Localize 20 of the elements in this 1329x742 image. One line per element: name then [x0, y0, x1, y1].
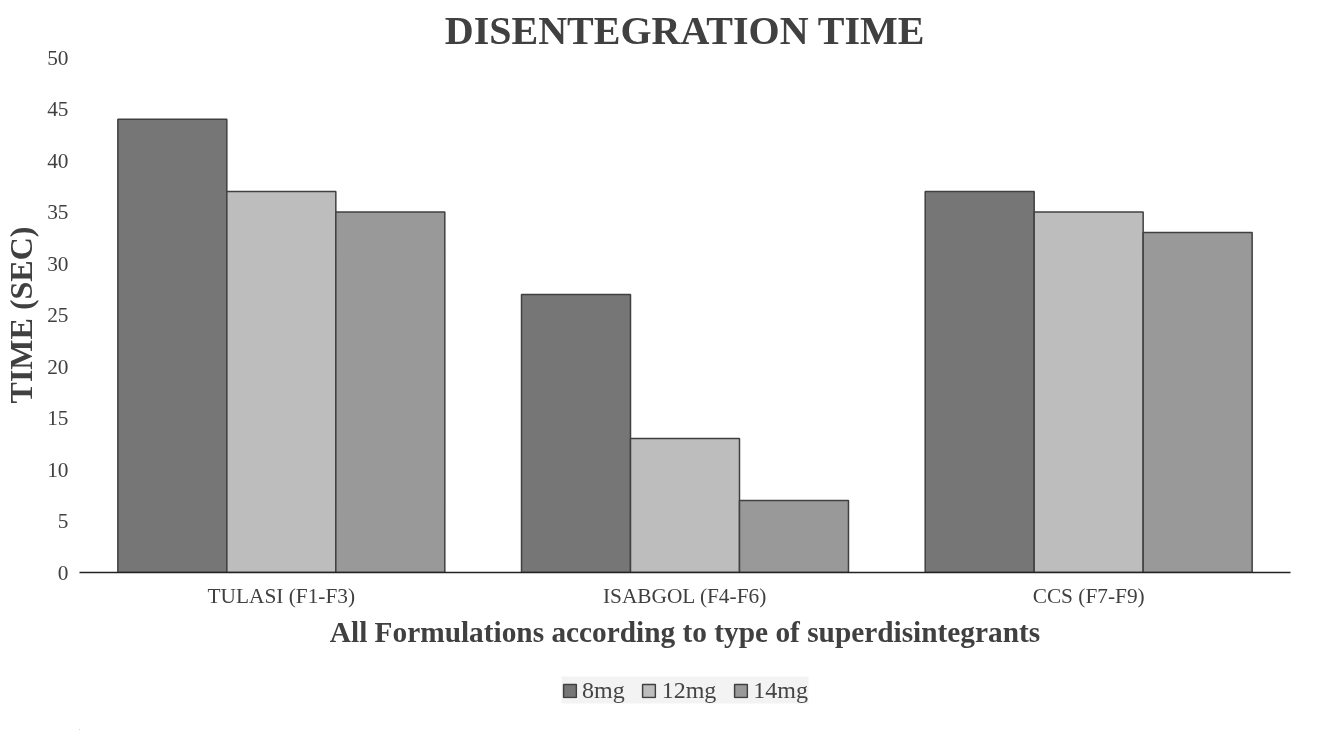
y-tick-label: 5: [57, 509, 69, 533]
y-tick-label: 25: [47, 303, 69, 327]
x-tick-label: TULASI (F1-F3): [207, 583, 356, 608]
y-tick-label: 50: [47, 45, 69, 70]
y-tick-label: 30: [47, 251, 69, 276]
legend-label: 12mg: [661, 676, 717, 704]
y-tick-label: 0: [57, 560, 69, 585]
legend-label: 14mg: [753, 676, 809, 704]
y-axis-title: TIME (SEC): [3, 226, 40, 404]
x-tick-label: ISABGOL (F4-F6): [602, 583, 767, 608]
legend-label: 8mg: [581, 676, 625, 704]
y-tick-label: 15: [47, 406, 69, 430]
y-tick-label: 10: [47, 457, 69, 482]
x-tick-label: CCS (F7-F9): [1032, 583, 1145, 608]
x-axis-title: All Formulations according to type of superdisintegrants: [329, 615, 1041, 648]
y-tick-label: 40: [47, 148, 69, 173]
chart-title: DISENTEGRATION TIME: [444, 7, 925, 53]
y-tick-label: 35: [47, 200, 69, 224]
y-tick-label: 20: [47, 354, 69, 379]
y-tick-label: 45: [47, 97, 69, 121]
